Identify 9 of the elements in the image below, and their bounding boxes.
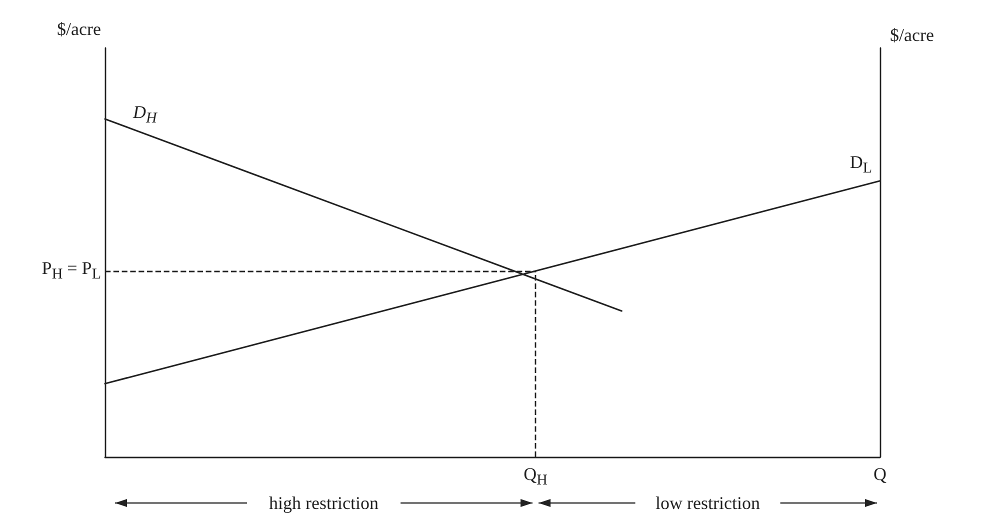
y-axis-title: $/acre bbox=[57, 19, 102, 39]
series-label: D$_{L}$ bbox=[850, 152, 872, 177]
x-tick-label: Q bbox=[874, 464, 886, 485]
series-label: D$_{H}$ bbox=[133, 102, 157, 128]
x-tick-label: Q$_{H}$ bbox=[524, 464, 548, 490]
text: high restriction bbox=[269, 493, 379, 513]
y2-axis-title: $/acre bbox=[890, 25, 934, 45]
text: low restriction bbox=[656, 493, 760, 513]
ref-line-label: P$_{H}$ = P$_{L}$ bbox=[42, 258, 101, 284]
